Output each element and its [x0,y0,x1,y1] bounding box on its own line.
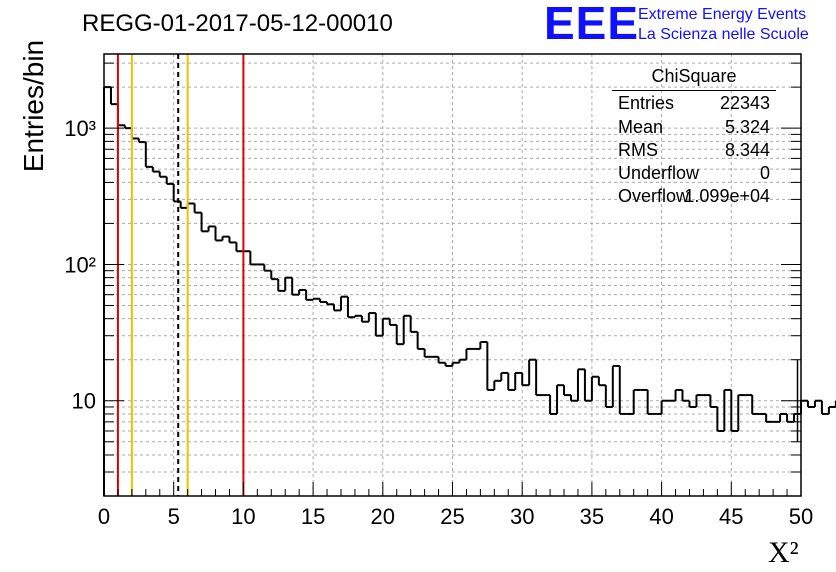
x-tick-label: 50 [789,504,813,529]
x-tick-label: 40 [649,504,673,529]
stats-title: ChiSquare [651,66,737,86]
chart-title: REGG-01-2017-05-12-00010 [82,10,393,37]
stats-value: 1.099e+04 [684,186,770,206]
grid [104,54,801,497]
stats-label: Mean [618,117,664,137]
x-tick-label: 25 [440,504,464,529]
stats-label: RMS [618,140,658,160]
eee-logo: EEE [544,0,640,49]
x-tick-label: 15 [301,504,325,529]
x-tick-label: 45 [719,504,743,529]
x-tick-label: 30 [510,504,534,529]
stats-label: Underflow [618,163,700,183]
stats-value: 0 [759,163,770,183]
stats-row-entries: Entries 22343 [618,93,770,115]
stats-value: 5.324 [724,117,770,137]
stats-box: ChiSquare Entries 22343 Mean 5.324 RMS 8… [612,66,776,206]
stats-label: Overflow [618,186,690,206]
x-tick-label: 35 [580,504,604,529]
reference-lines [116,54,245,496]
y-axis-label: Entries/bin [18,39,49,173]
x-axis-label: X² [768,536,799,569]
x-tick-label: 5 [168,504,180,529]
y-tick-label: 10² [64,252,96,277]
stats-row-overflow: Overflow 1.099e+04 [618,186,770,208]
axis-ticks [103,62,802,497]
stats-value: 22343 [719,93,770,113]
y-tick-label: 10 [72,389,96,414]
x-tick-label: 10 [231,504,255,529]
stats-row-rms: RMS 8.344 [618,140,770,162]
stats-row-mean: Mean 5.324 [618,117,770,139]
y-tick-label: 10³ [64,116,96,141]
tick-labels: 0 5 10 15 20 25 30 35 40 45 50 10 10² 10³ [64,116,813,529]
x-tick-label: 20 [371,504,395,529]
logo-line-2: La Scienza nelle Scuole [638,26,809,43]
x-tick-label: 0 [98,504,110,529]
stats-row-underflow: Underflow 0 [618,163,770,185]
stats-value: 8.344 [724,140,770,160]
stats-divider [612,90,776,91]
stats-label: Entries [618,93,675,113]
logo-line-1: Extreme Energy Events [638,6,807,23]
